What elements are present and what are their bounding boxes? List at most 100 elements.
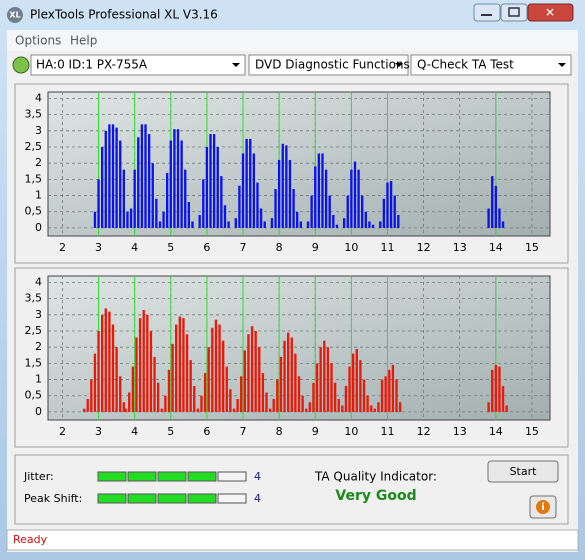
bar xyxy=(317,153,321,228)
bar xyxy=(182,318,185,412)
bar xyxy=(97,331,100,412)
bar xyxy=(379,221,382,228)
bar xyxy=(491,176,494,228)
bar xyxy=(308,402,312,412)
x-tick-label: 15 xyxy=(525,241,539,254)
x-tick-label: 8 xyxy=(276,425,283,438)
bar xyxy=(377,402,380,412)
bar xyxy=(487,208,490,228)
y-tick-label: 0 xyxy=(35,405,42,418)
bar xyxy=(335,224,339,228)
test-select[interactable] xyxy=(410,54,572,76)
bar xyxy=(178,316,181,412)
bar xyxy=(268,408,272,412)
x-tick-label: 3 xyxy=(95,425,102,438)
y-tick-label: 2 xyxy=(35,340,42,353)
menu-item[interactable]: Help xyxy=(70,34,97,48)
bar xyxy=(104,308,107,412)
function-select[interactable] xyxy=(248,54,409,76)
bar xyxy=(216,147,219,228)
bar xyxy=(494,185,498,228)
bar xyxy=(196,408,200,412)
bar xyxy=(252,153,256,228)
bar xyxy=(162,211,165,228)
bar xyxy=(366,395,369,412)
x-tick-label: 4 xyxy=(131,425,138,438)
y-tick-label: 3 xyxy=(35,308,42,321)
y-tick-label: 3,5 xyxy=(25,108,43,121)
bar xyxy=(359,360,362,412)
bar xyxy=(296,211,299,228)
x-tick-label: 15 xyxy=(525,425,539,438)
maximize-button[interactable] xyxy=(500,3,528,22)
bar xyxy=(149,331,153,412)
bar xyxy=(138,318,142,412)
bar xyxy=(128,392,131,412)
minimize-button[interactable] xyxy=(473,3,501,22)
close-button[interactable] xyxy=(527,3,574,22)
x-tick-label: 6 xyxy=(203,241,210,254)
bar xyxy=(386,182,389,228)
bar xyxy=(90,379,93,412)
dropdown-arrow xyxy=(558,63,566,67)
bar xyxy=(122,402,126,412)
x-tick-label: 2 xyxy=(59,425,66,438)
bar xyxy=(144,124,147,228)
info-icon xyxy=(536,500,550,514)
bar xyxy=(221,340,225,412)
bar xyxy=(501,386,505,412)
bar xyxy=(164,395,167,412)
bar xyxy=(380,379,384,412)
bar xyxy=(185,334,189,412)
menu-item[interactable]: Options xyxy=(15,34,61,48)
bar xyxy=(384,376,387,412)
bar xyxy=(353,161,357,228)
x-tick-label: 13 xyxy=(453,241,467,254)
bar xyxy=(312,382,315,412)
drive-select[interactable] xyxy=(30,54,246,76)
window-title: PlexTools Professional XL V3.16 xyxy=(30,8,218,22)
bar xyxy=(209,134,212,228)
bar xyxy=(305,408,308,412)
bar xyxy=(294,353,297,412)
y-tick-label: 2 xyxy=(35,156,42,169)
bar xyxy=(119,140,122,228)
bar xyxy=(301,395,304,412)
bar xyxy=(332,214,335,228)
bar xyxy=(346,195,349,228)
bar xyxy=(212,134,216,228)
y-tick-label: 1 xyxy=(35,189,42,202)
bar xyxy=(494,364,498,412)
bar xyxy=(82,408,86,412)
bar xyxy=(258,347,261,412)
indicator-value: Very Good xyxy=(335,488,416,504)
x-tick-label: 2 xyxy=(59,241,66,254)
bar xyxy=(111,324,115,412)
bar xyxy=(203,373,207,412)
bar xyxy=(97,179,100,228)
meter-segment xyxy=(217,493,247,504)
start-button[interactable] xyxy=(487,460,559,483)
bar xyxy=(167,369,171,412)
result-panel xyxy=(14,454,569,525)
bar xyxy=(115,347,118,412)
bar xyxy=(214,319,218,412)
bar xyxy=(108,311,111,412)
bar xyxy=(238,185,241,228)
bar xyxy=(119,376,122,412)
x-tick-label: 11 xyxy=(380,425,394,438)
x-tick-label: 14 xyxy=(489,241,503,254)
bar xyxy=(279,356,283,412)
bar xyxy=(389,180,393,228)
drive-select-text: HA:0 ID:1 PX-755A xyxy=(36,58,148,72)
bar xyxy=(333,382,337,412)
bar xyxy=(290,337,293,412)
bar xyxy=(171,343,174,412)
bar xyxy=(158,221,162,228)
bar xyxy=(324,169,328,228)
bar xyxy=(368,221,371,228)
drive-icon xyxy=(12,56,30,74)
bar xyxy=(135,337,138,412)
y-tick-label: 0,5 xyxy=(25,205,43,218)
